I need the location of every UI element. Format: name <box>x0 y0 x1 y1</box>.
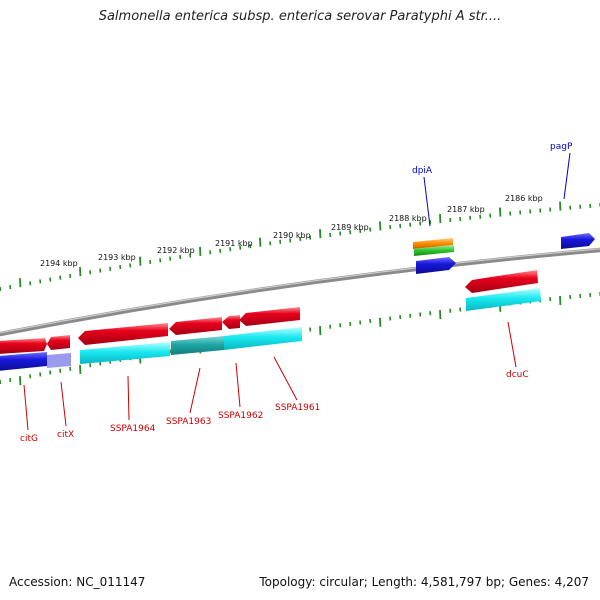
feature-SSPA1962-reverse[interactable] <box>224 327 302 350</box>
feature-SSPA1962-forward[interactable] <box>222 315 240 329</box>
feature-dpiA-orange[interactable] <box>413 238 453 249</box>
scale-label-2188: 2188 kbp <box>389 214 427 223</box>
feature-SSPA1964-forward[interactable] <box>78 323 168 345</box>
map-title: Salmonella enterica subsp. enterica sero… <box>98 9 502 24</box>
leader-pagP <box>563 152 571 200</box>
feature-citG-forward[interactable] <box>0 338 47 354</box>
feature-dpiA-blue[interactable] <box>416 257 456 274</box>
leader-SSPA1961 <box>273 356 298 401</box>
feature-citX-forward[interactable] <box>47 335 70 350</box>
feature-SSPA1963-reverse[interactable] <box>171 336 224 355</box>
accession-text: Accession: NC_011147 <box>9 575 146 589</box>
feature-dpiA-green[interactable] <box>414 245 454 256</box>
feature-citX-reverse[interactable] <box>47 353 71 368</box>
genome-summary-text: Topology: circular; Length: 4,581,797 bp… <box>259 575 589 589</box>
feature-dcuC-reverse[interactable] <box>466 288 541 311</box>
leader-dpiA <box>423 176 431 227</box>
forward-features <box>0 238 538 354</box>
label-SSPA1961[interactable]: SSPA1961 <box>275 403 320 413</box>
genome-backbone <box>0 247 600 337</box>
leader-SSPA1963 <box>189 367 201 414</box>
leader-citG <box>23 384 29 431</box>
scale-label-2190: 2190 kbp <box>273 231 311 240</box>
label-SSPA1963[interactable]: SSPA1963 <box>166 417 211 427</box>
scale-label-2194: 2194 kbp <box>40 259 78 268</box>
feature-SSPA1963-forward[interactable] <box>169 317 222 335</box>
feature-citG-reverse[interactable] <box>0 352 47 371</box>
feature-SSPA1964-reverse[interactable] <box>80 342 170 364</box>
feature-dcuC-forward[interactable] <box>465 270 538 293</box>
label-citG[interactable]: citG <box>20 434 38 444</box>
scale-label-2193: 2193 kbp <box>98 253 136 262</box>
scale-labels: 2194 kbp 2193 kbp 2192 kbp 2191 kbp 2190… <box>40 194 543 268</box>
label-SSPA1962[interactable]: SSPA1962 <box>218 411 263 421</box>
scale-label-2187: 2187 kbp <box>447 205 485 214</box>
leader-citX <box>60 381 67 427</box>
gene-labels: pagP dpiA dcuC citG citX SSPA1964 SSPA19… <box>20 142 573 444</box>
leader-SSPA1962 <box>235 362 241 408</box>
leader-dcuC <box>507 321 517 368</box>
outer-scale-ticks <box>0 201 600 292</box>
label-pagP[interactable]: pagP <box>550 142 573 152</box>
leader-SSPA1964 <box>127 375 130 421</box>
label-dpiA[interactable]: dpiA <box>412 166 433 176</box>
scale-label-2192: 2192 kbp <box>157 246 195 255</box>
scale-label-2186: 2186 kbp <box>505 194 543 203</box>
feature-SSPA1961-forward[interactable] <box>239 307 300 326</box>
label-SSPA1964[interactable]: SSPA1964 <box>110 424 156 434</box>
feature-pagP-blue[interactable] <box>561 233 595 249</box>
label-leaders <box>23 152 571 431</box>
reverse-features <box>0 233 595 371</box>
scale-label-2189: 2189 kbp <box>331 223 369 232</box>
scale-label-2191: 2191 kbp <box>215 239 253 248</box>
label-dcuC[interactable]: dcuC <box>506 370 529 380</box>
label-citX[interactable]: citX <box>57 430 74 440</box>
